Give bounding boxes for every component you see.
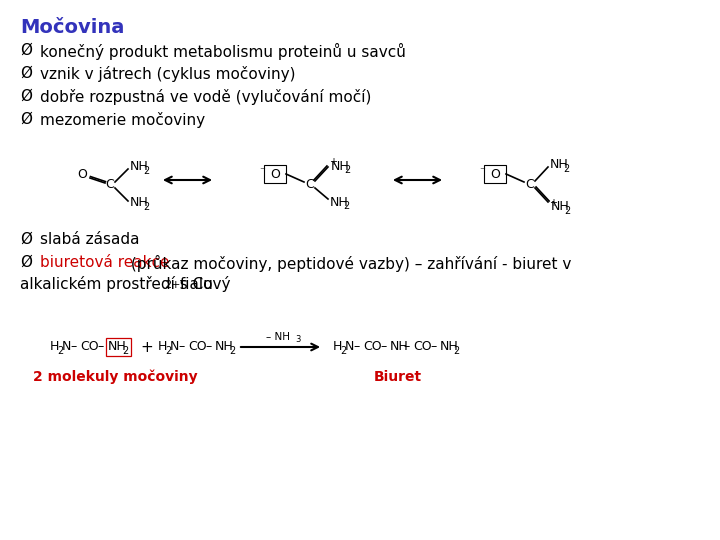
Text: biuretová reakce: biuretová reakce xyxy=(40,255,169,270)
Text: –: – xyxy=(205,341,211,354)
Text: H: H xyxy=(50,341,59,354)
Text: NH: NH xyxy=(130,160,149,173)
Text: N: N xyxy=(62,341,71,354)
Text: C: C xyxy=(305,179,315,192)
Text: 2+: 2+ xyxy=(164,280,181,290)
Text: Ø: Ø xyxy=(20,89,32,104)
Text: 2: 2 xyxy=(453,346,459,356)
Text: –: – xyxy=(430,341,436,354)
Text: –: – xyxy=(403,341,409,354)
Text: C: C xyxy=(106,179,114,192)
Text: N: N xyxy=(170,341,179,354)
Text: O: O xyxy=(490,167,500,180)
Text: dobře rozpustná ve vodě (vylučování močí): dobře rozpustná ve vodě (vylučování močí… xyxy=(40,89,372,105)
Text: NH: NH xyxy=(440,341,459,354)
Text: NH: NH xyxy=(551,200,570,213)
Text: NH: NH xyxy=(108,341,127,354)
Text: NH: NH xyxy=(331,159,350,172)
Text: slabá zásada: slabá zásada xyxy=(40,232,140,247)
Text: –: – xyxy=(97,341,103,354)
Text: Ø: Ø xyxy=(20,232,32,247)
Text: ⁻: ⁻ xyxy=(259,166,265,176)
Text: 3: 3 xyxy=(295,335,301,345)
Text: konečný produkt metabolismu proteinů u savců: konečný produkt metabolismu proteinů u s… xyxy=(40,43,406,60)
Text: ⁻: ⁻ xyxy=(479,166,485,176)
Text: +: + xyxy=(140,340,153,354)
Text: NH: NH xyxy=(215,341,234,354)
Text: NH: NH xyxy=(390,341,409,354)
Text: 2: 2 xyxy=(143,202,149,212)
Text: CO: CO xyxy=(80,341,99,354)
Text: NH: NH xyxy=(130,197,149,210)
Text: Ø: Ø xyxy=(20,66,32,81)
Text: CO: CO xyxy=(363,341,382,354)
Text: mezomerie močoviny: mezomerie močoviny xyxy=(40,112,205,128)
Text: 2: 2 xyxy=(122,346,128,356)
Text: Ø: Ø xyxy=(20,43,32,58)
Text: –: – xyxy=(178,341,184,354)
Text: Ø: Ø xyxy=(20,112,32,127)
Text: 2: 2 xyxy=(340,346,346,356)
Text: Močovina: Močovina xyxy=(20,18,125,37)
Text: 2: 2 xyxy=(344,165,350,175)
Text: 2: 2 xyxy=(143,166,149,176)
Text: 2: 2 xyxy=(165,346,171,356)
Text: O: O xyxy=(77,168,87,181)
Text: H: H xyxy=(333,341,343,354)
Bar xyxy=(484,165,506,183)
Text: +: + xyxy=(329,157,337,167)
Text: 2: 2 xyxy=(229,346,235,356)
Text: vznik v játrech (cyklus močoviny): vznik v játrech (cyklus močoviny) xyxy=(40,66,295,82)
Text: +: + xyxy=(549,198,557,208)
Bar xyxy=(264,165,286,183)
Text: –: – xyxy=(380,341,386,354)
Text: (průkaz močoviny, peptidové vazby) – zahřívání - biuret v: (průkaz močoviny, peptidové vazby) – zah… xyxy=(126,255,572,272)
Text: N: N xyxy=(345,341,354,354)
Text: C: C xyxy=(526,179,534,192)
Text: fialový: fialový xyxy=(175,276,230,292)
Text: 2: 2 xyxy=(57,346,63,356)
Text: O: O xyxy=(270,167,280,180)
Text: – NH: – NH xyxy=(266,332,289,342)
Text: –: – xyxy=(70,341,76,354)
Text: H: H xyxy=(158,341,167,354)
Text: Ø: Ø xyxy=(20,255,32,270)
Bar xyxy=(106,338,131,356)
Text: Biuret: Biuret xyxy=(374,370,422,384)
Text: 2: 2 xyxy=(564,206,570,216)
Text: NH: NH xyxy=(550,159,569,172)
Text: 2: 2 xyxy=(563,164,570,174)
Text: CO: CO xyxy=(413,341,431,354)
Text: 2 molekuly močoviny: 2 molekuly močoviny xyxy=(32,370,197,384)
Text: NH: NH xyxy=(330,195,348,208)
Text: CO: CO xyxy=(188,341,207,354)
Text: alkalickém prostředí s Cu: alkalickém prostředí s Cu xyxy=(20,276,213,292)
Text: 2: 2 xyxy=(343,201,349,211)
Text: –: – xyxy=(353,341,359,354)
